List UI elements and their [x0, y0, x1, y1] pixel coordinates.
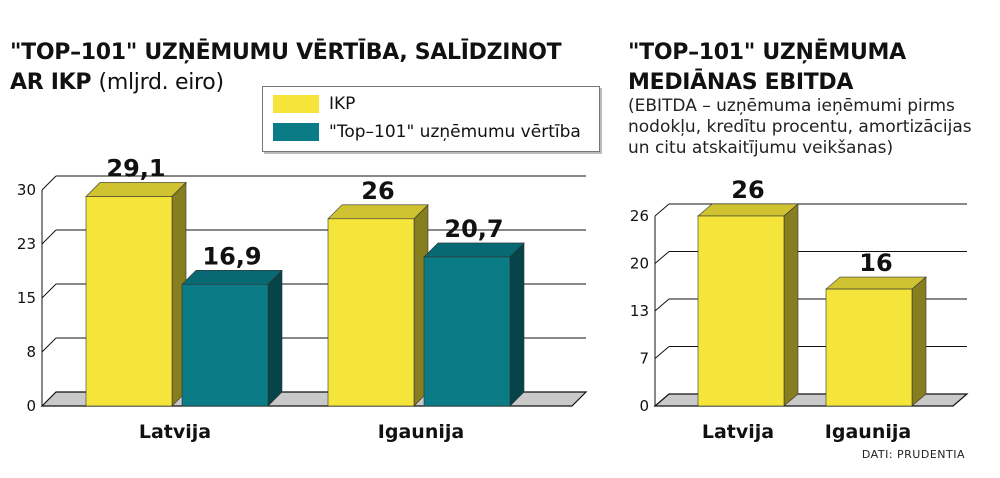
chart2-gridline-diag: [654, 203, 670, 217]
chart1-bar-top: [85, 182, 187, 197]
legend-swatch-ikp: [273, 95, 319, 113]
chart1-ytick-label: 30: [17, 181, 36, 199]
chart1-gridline-diag: [41, 337, 57, 353]
chart2-gridline-diag: [654, 298, 670, 312]
chart1-bar-value-label: 20,7: [444, 215, 503, 243]
chart1-bar-side: [267, 269, 283, 407]
chart2-bar-side: [783, 203, 799, 407]
chart1-bar: [181, 284, 269, 407]
chart1-title-main: "TOP–101" UZŅĒMUMU VĒRTĪBA, SALĪDZINOT A…: [10, 40, 562, 95]
chart1-bar-top: [423, 242, 525, 258]
chart2-bar-value-label: 16: [859, 249, 892, 277]
chart1-ytick-label: 15: [17, 289, 36, 307]
chart1-bar-side: [509, 242, 525, 407]
chart2-ytick-label: 0: [639, 397, 649, 415]
chart1-gridline-diag: [41, 229, 57, 245]
chart1-bar-value-label: 29,1: [106, 154, 165, 182]
chart1-bar-top: [181, 270, 283, 285]
legend-swatch-top101: [273, 123, 319, 141]
chart2-ytick-label: 13: [630, 302, 649, 320]
chart2-ytick-label: 20: [630, 255, 649, 273]
chart2-bar: [697, 215, 785, 407]
legend-item-top101: "Top–101" uzņēmumu vērtība: [273, 121, 581, 143]
source-note: DATI: PRUDENTIA: [861, 448, 965, 461]
chart2-gridline-diag: [654, 346, 670, 359]
chart2-gridline-diag: [654, 251, 670, 264]
chart1-category-label: Latvija: [139, 421, 211, 443]
legend-item-ikp: IKP: [273, 93, 355, 115]
chart1-bar-value-label: 26: [361, 177, 394, 205]
legend-label-top101: "Top–101" uzņēmumu vērtība: [329, 122, 581, 142]
chart2-ytick-label: 7: [639, 350, 649, 368]
chart2-bar-top: [697, 203, 799, 217]
chart1-bar: [423, 256, 511, 407]
chart2-bar-side: [911, 276, 927, 407]
chart2-ytick-label: 26: [630, 207, 649, 225]
chart1-ytick-label: 23: [17, 235, 36, 253]
chart1-title-unit: (mljrd. eiro): [98, 70, 225, 95]
chart2-subtitle: (EBITDA – uzņēmuma ieņēmumi pirms nodokļ…: [628, 96, 972, 158]
chart1-title: "TOP–101" UZŅĒMUMU VĒRTĪBA, SALĪDZINOT A…: [10, 38, 600, 98]
chart1-gridline-diag: [41, 283, 57, 299]
chart2-category-label: Igaunija: [825, 421, 911, 443]
chart2-bar: [825, 288, 913, 407]
chart1-ytick-label: 8: [26, 343, 36, 361]
chart1-bar-value-label: 16,9: [202, 242, 261, 270]
chart1-gridline-diag: [41, 175, 57, 191]
chart2-category-label: Latvija: [702, 421, 774, 443]
chart2-title: "TOP–101" UZŅĒMUMA MEDIĀNAS EBITDA: [628, 40, 906, 95]
chart1-bar-top: [327, 204, 429, 220]
chart1-bar: [327, 218, 415, 407]
chart2-bar-top: [825, 276, 927, 290]
chart2-bar-value-label: 26: [731, 176, 764, 204]
chart1-legend: IKP "Top–101" uzņēmumu vērtība: [262, 86, 600, 152]
legend-label-ikp: IKP: [329, 94, 356, 114]
chart1-ytick-label: 0: [26, 397, 36, 415]
chart1-category-label: Igaunija: [378, 421, 464, 443]
chart1-bar: [85, 196, 173, 407]
